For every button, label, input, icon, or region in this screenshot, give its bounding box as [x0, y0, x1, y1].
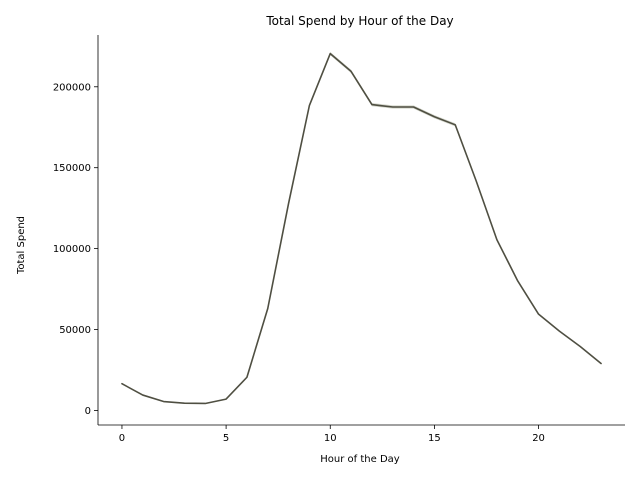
y-tick-label: 150000	[53, 163, 91, 174]
confidence-band	[121, 51, 602, 404]
y-tick-label: 50000	[59, 325, 91, 336]
y-tick-label: 0	[85, 406, 91, 417]
x-tick-label: 0	[119, 433, 125, 444]
y-tick-label: 200000	[53, 82, 91, 93]
y-tick-label: 100000	[53, 244, 91, 255]
y-axis-ticks: 0 50000 100000 150000 200000	[53, 82, 98, 417]
y-axis-label: Total Spend	[16, 216, 27, 275]
x-tick-label: 10	[324, 433, 337, 444]
series-line-layer	[121, 52, 602, 405]
x-axis-label: Hour of the Day	[320, 454, 400, 465]
x-axis-ticks: 0 5 10 15 20	[119, 425, 545, 444]
x-tick-label: 5	[223, 433, 229, 444]
x-tick-label: 15	[428, 433, 441, 444]
chart-title: Total Spend by Hour of the Day	[265, 14, 453, 28]
series-line	[121, 52, 602, 405]
x-tick-label: 20	[532, 433, 545, 444]
confidence-band-layer	[121, 51, 602, 404]
